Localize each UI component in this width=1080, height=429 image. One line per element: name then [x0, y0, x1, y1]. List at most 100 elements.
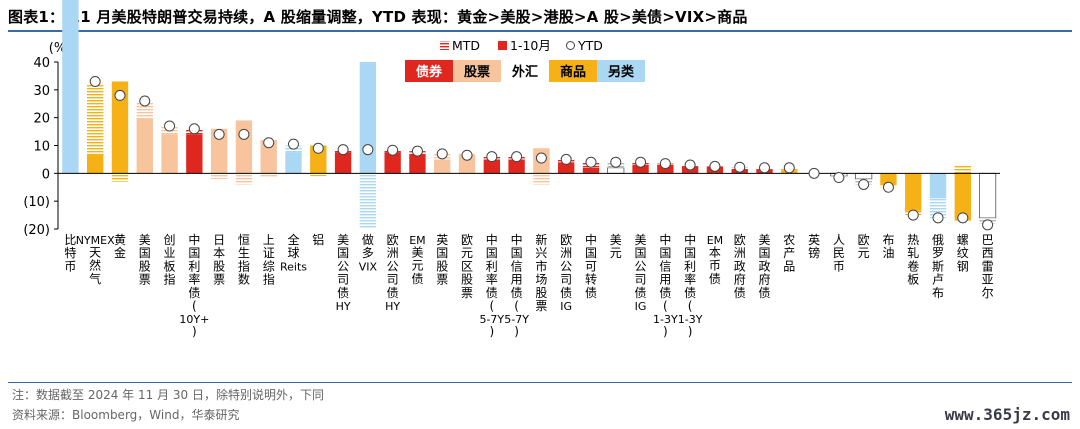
x-category-label: 铝 [312, 232, 324, 247]
legend-series-label: 1-10月 [510, 38, 551, 53]
legend-series-label: MTD [452, 38, 480, 53]
x-category-label: 做多 VIX [359, 232, 378, 273]
ytd-marker [957, 212, 969, 224]
x-category-label: 中国可转债 [585, 232, 597, 300]
legend-category-swatch [405, 60, 453, 82]
bar-jan-oct [260, 139, 277, 174]
ytd-marker [238, 128, 250, 140]
bar-jan-oct [855, 172, 873, 180]
legend-series-label: YTD [577, 38, 603, 53]
bar-mtd [87, 84, 104, 154]
bar-jan-oct [880, 173, 897, 185]
bar-jan-oct [310, 145, 327, 174]
ytd-marker [734, 161, 746, 173]
bar-jan-oct [62, 0, 79, 174]
ytd-marker [833, 172, 845, 184]
legend-jan-oct-swatch [498, 41, 507, 50]
ytd-marker [164, 120, 176, 132]
x-category-label: 农产品 [783, 233, 795, 273]
y-tick-label: 20 [33, 112, 50, 127]
legend-category-label: 股票 [464, 64, 490, 80]
bar-jan-oct [87, 153, 104, 174]
bar-jan-oct [409, 153, 426, 174]
source-note: 资料来源：Bloomberg，Wind，华泰研究 [12, 408, 240, 422]
ytd-marker [436, 148, 448, 160]
bar-jan-oct [508, 159, 525, 174]
x-category-label: 创业板指 [164, 233, 176, 287]
y-tick-label: 0 [42, 167, 50, 182]
x-category-label: 巴西雷亚尔 [982, 233, 994, 300]
bar-mtd [260, 173, 277, 178]
bar-mtd [458, 173, 476, 175]
ytd-marker [882, 181, 894, 193]
ytd-marker [89, 75, 101, 87]
x-category-label: 恒生指数 [238, 233, 250, 287]
legend-category-label: 另类 [608, 64, 635, 80]
x-category-label: 美元 [610, 233, 622, 260]
y-tick-label: 10 [33, 140, 50, 155]
x-category-label: 中国利率债(5-7Y) [479, 232, 504, 339]
ytd-marker [139, 95, 151, 107]
x-category-label: 上证综指 [263, 233, 275, 287]
bar-mtd [954, 164, 971, 174]
y-tick-label: 30 [33, 84, 50, 99]
legend-category-label: 债券 [416, 64, 443, 80]
bar-jan-oct [434, 159, 451, 174]
bar-jan-oct [384, 152, 401, 174]
ytd-marker [759, 162, 770, 174]
ytd-marker [188, 123, 200, 135]
legend-category-swatch [549, 60, 597, 82]
bar-jan-oct [186, 134, 203, 174]
ytd-marker [114, 89, 126, 101]
bar-jan-oct [558, 162, 575, 174]
x-category-label: 新兴市场股票 [535, 232, 547, 313]
bar-jan-oct [136, 119, 153, 174]
bar-jan-oct [235, 120, 253, 174]
bar-jan-oct [905, 173, 922, 211]
ytd-marker [560, 153, 572, 165]
bar-mtd [210, 173, 228, 179]
bar-mtd [111, 173, 129, 182]
x-category-label: 中国利率债(10Y+) [179, 232, 209, 339]
ytd-marker [635, 156, 647, 168]
x-category-label: 美国股票 [139, 233, 151, 287]
x-category-label: 欧洲政府债 [734, 233, 746, 300]
bar-mtd [310, 173, 327, 177]
ytd-marker [907, 209, 919, 221]
bar-jan-oct [111, 81, 129, 174]
x-category-label: 比特币 [64, 233, 76, 273]
y-tick-label: (20) [23, 223, 50, 238]
bar-jan-oct [657, 164, 674, 174]
bar-jan-oct [285, 152, 302, 174]
legend-mtd-swatch [440, 41, 449, 50]
x-category-label: 英国股票 [436, 233, 448, 287]
title-divider [8, 30, 1072, 32]
x-category-label: 美国公司债 HY [336, 233, 351, 313]
watermark: www.365jz.com [944, 405, 1070, 424]
x-category-label: 黄金 [114, 233, 126, 260]
ytd-marker [535, 152, 547, 164]
x-category-label: NYMEX 天然气 [76, 234, 115, 286]
legend-category-swatch [597, 60, 645, 82]
x-category-label: 美国政府债 [758, 233, 770, 300]
x-category-label: 热轧卷板 [907, 233, 919, 287]
bar-jan-oct [483, 159, 500, 174]
legend-category-label: 商品 [560, 64, 586, 80]
ytd-marker [263, 137, 275, 149]
x-category-label: EM 美元债 [409, 234, 425, 286]
x-category-label: 俄罗斯卢布 [932, 233, 944, 300]
ytd-marker [585, 156, 597, 168]
x-category-label: 中国利率债(1-3Y) [678, 232, 703, 339]
ytd-marker [288, 138, 299, 150]
bar-mtd [533, 173, 550, 185]
ytd-marker [213, 128, 225, 140]
ytd-marker [511, 151, 523, 163]
bar-mtd [929, 198, 947, 218]
legend-category-swatch [501, 60, 549, 82]
ytd-marker [461, 149, 473, 161]
ytd-marker [486, 151, 498, 163]
ytd-marker [858, 178, 870, 190]
footer-divider [8, 382, 1072, 383]
x-category-label: 欧洲公司债 IG [560, 233, 572, 313]
ytd-marker [312, 142, 324, 154]
